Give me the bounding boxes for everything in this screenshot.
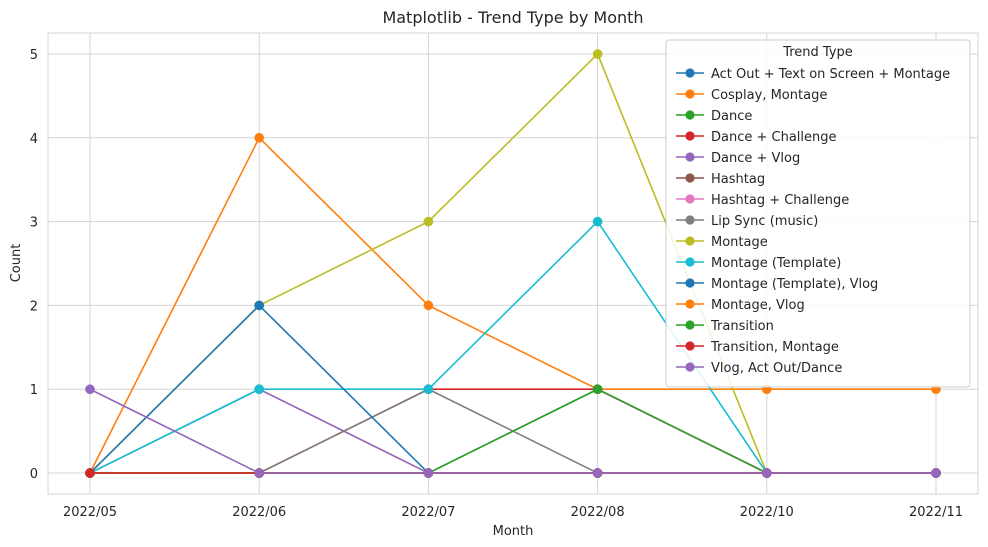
legend-marker (685, 152, 695, 162)
legend-marker (685, 362, 695, 372)
data-point (85, 384, 95, 395)
legend-entry-label: Transition (710, 319, 774, 334)
data-point (423, 384, 434, 395)
chart-title: Matplotlib - Trend Type by Month (382, 8, 643, 27)
legend-entry-label: Transition, Montage (710, 340, 839, 355)
data-point (592, 384, 603, 395)
legend-entry-label: Dance + Challenge (711, 130, 837, 145)
data-point (592, 468, 603, 478)
data-point (423, 216, 434, 227)
y-tick-label: 2 (30, 299, 38, 314)
legend-marker (685, 236, 695, 246)
x-tick-label: 2022/06 (232, 505, 286, 520)
data-point (254, 132, 265, 143)
data-point (423, 468, 434, 478)
y-tick-label: 3 (30, 216, 38, 231)
x-tick-label: 2022/07 (401, 505, 455, 520)
series-line (89, 136, 936, 474)
y-axis-label: Count (9, 244, 24, 283)
legend-entry-label: Dance + Vlog (711, 151, 800, 166)
legend-marker (685, 278, 695, 288)
legend-entry-label: Montage (Template) (711, 256, 841, 271)
data-point (761, 468, 772, 478)
legend-marker (685, 215, 695, 225)
data-point (254, 300, 265, 311)
x-tick-label: 2022/05 (63, 505, 117, 520)
data-point (592, 49, 603, 59)
data-point (423, 300, 434, 311)
legend-entry-label: Dance (711, 109, 752, 124)
y-tick-label: 1 (30, 383, 38, 398)
data-point (592, 216, 603, 227)
legend-entry-label: Cosplay, Montage (711, 88, 827, 103)
legend-marker (685, 68, 695, 78)
legend-marker (685, 89, 695, 99)
y-tick-label: 4 (30, 132, 38, 147)
legend-marker (685, 257, 695, 267)
legend-entry-label: Montage (Template), Vlog (711, 277, 878, 292)
legend-box (665, 39, 971, 388)
data-point (254, 468, 265, 478)
plot-frame (47, 32, 979, 495)
legend-marker (685, 341, 695, 351)
x-axis-label: Month (493, 524, 534, 539)
legend-marker (685, 320, 695, 330)
legend: Trend Type Act Out + Text on Screen + Mon… (665, 39, 971, 388)
y-tick-label: 5 (30, 48, 38, 63)
x-tick-label: 2022/10 (740, 505, 794, 520)
legend-marker (685, 173, 695, 183)
legend-entry-label: Act Out + Text on Screen + Montage (711, 67, 950, 82)
legend-title: Trend Type (782, 45, 853, 60)
x-tick-label: 2022/11 (909, 505, 963, 520)
legend-entry-label: Lip Sync (music) (711, 214, 818, 229)
legend-marker (685, 194, 695, 204)
data-point (85, 468, 95, 478)
y-tick-label: 0 (30, 467, 38, 482)
data-point (254, 384, 265, 395)
legend-marker (685, 110, 695, 120)
x-tick-label: 2022/08 (571, 505, 625, 520)
legend-entry-label: Montage, Vlog (711, 298, 805, 313)
legend-marker (685, 131, 695, 141)
legend-marker (685, 299, 695, 309)
legend-entry-label: Montage (711, 235, 768, 250)
legend-entry-label: Hashtag + Challenge (711, 193, 849, 208)
legend-entry-label: Vlog, Act Out/Dance (711, 361, 842, 376)
data-point (931, 468, 941, 478)
legend-entry-label: Hashtag (711, 172, 765, 187)
series-line (89, 388, 936, 474)
